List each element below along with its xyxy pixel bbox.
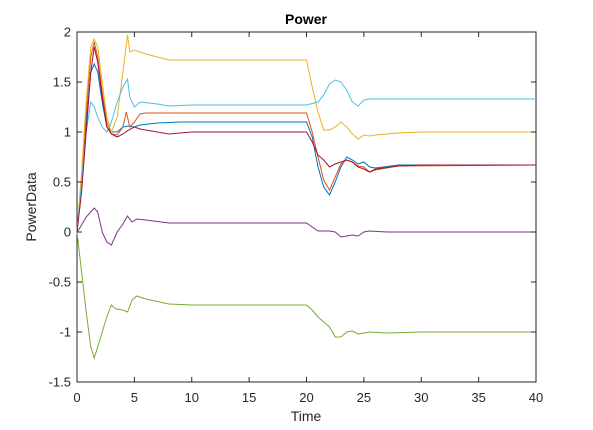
x-tick-label: 10 [185, 390, 199, 405]
tick-layer: 0 5 10 15 20 25 30 35 40 -1.5 -1 -0.5 0 0.5 1 1.5 2 [49, 25, 544, 406]
x-tick-label: 35 [471, 390, 485, 405]
y-tick-label: 0 [64, 225, 71, 240]
x-tick-label: 5 [131, 390, 138, 405]
series-line-7 [76, 46, 536, 233]
x-tick-label: 25 [357, 390, 371, 405]
y-tick-label: 1.5 [53, 75, 71, 90]
series-layer [76, 34, 537, 360]
x-tick-label: 0 [73, 390, 80, 405]
x-tick-label: 30 [414, 390, 428, 405]
y-tick-label: 1 [64, 125, 71, 140]
series-line-2 [76, 41, 537, 233]
plot-area [76, 31, 537, 383]
series-line-5 [76, 231, 536, 360]
y-tick-label: 0.5 [53, 175, 71, 190]
y-tick-label: 2 [64, 25, 71, 40]
series-line-4 [76, 207, 536, 246]
x-tick-label: 40 [529, 390, 543, 405]
y-tick-label: -0.5 [49, 275, 71, 290]
series-line-3 [76, 34, 536, 233]
y-axis-label: PowerData [23, 172, 39, 241]
series-line-1 [76, 62, 536, 233]
series-line-6 [76, 77, 536, 233]
x-tick-label: 20 [299, 390, 313, 405]
y-tick-label: -1 [59, 325, 71, 340]
chart-title: Power [285, 11, 328, 27]
x-tick-label: 15 [242, 390, 256, 405]
x-axis-label: Time [291, 408, 322, 424]
y-tick-label: -1.5 [49, 375, 71, 390]
